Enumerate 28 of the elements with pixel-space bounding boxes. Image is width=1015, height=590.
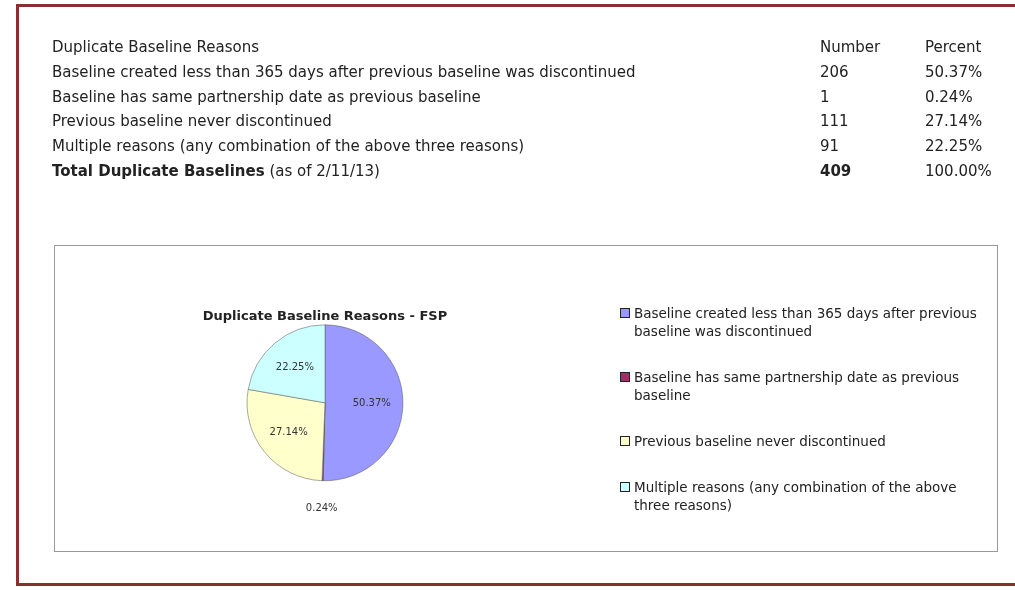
text: 100.00% xyxy=(925,161,992,180)
chart-title: Duplicate Baseline Reasons - FSP xyxy=(202,308,448,324)
text: Number xyxy=(820,38,881,56)
text: 206 xyxy=(820,62,849,81)
text: Percent xyxy=(925,38,982,56)
text: 91 xyxy=(820,137,840,156)
category-label: Multiple reasons (any combination of the above three reasons) xyxy=(52,137,525,156)
legend-label: Multiple reasons (any combination of the above three reasons) xyxy=(633,478,958,514)
data-label: 27.14% xyxy=(269,425,308,437)
text: 50.37% xyxy=(925,62,983,81)
data-label: 0.24% xyxy=(305,502,338,514)
legend-label: Baseline has same partnership date as previous baseline xyxy=(633,368,961,404)
text: 0.24% xyxy=(925,87,973,106)
legend-label: Previous baseline never discontinued xyxy=(633,432,887,450)
text: (as of 2/11/13) xyxy=(269,161,380,180)
data-label: 22.25% xyxy=(275,360,314,372)
category-label: Baseline created less than 365 days after previous baseline was discontinued xyxy=(52,62,636,81)
text: 111 xyxy=(820,112,849,131)
text: Duplicate Baseline Reasons xyxy=(52,38,260,56)
text: Total Duplicate Baselines xyxy=(52,161,265,180)
category-label: Baseline has same partnership date as previous baseline xyxy=(52,87,481,106)
text: 27.14% xyxy=(925,112,983,131)
text: 409 xyxy=(820,161,852,180)
category-label: Previous baseline never discontinued xyxy=(52,112,332,131)
data-label: 50.37% xyxy=(352,396,391,408)
legend-label: Baseline created less than 365 days after previous baseline was discontinued xyxy=(633,304,978,340)
text: 22.25% xyxy=(925,137,983,156)
text: 1 xyxy=(820,87,830,106)
